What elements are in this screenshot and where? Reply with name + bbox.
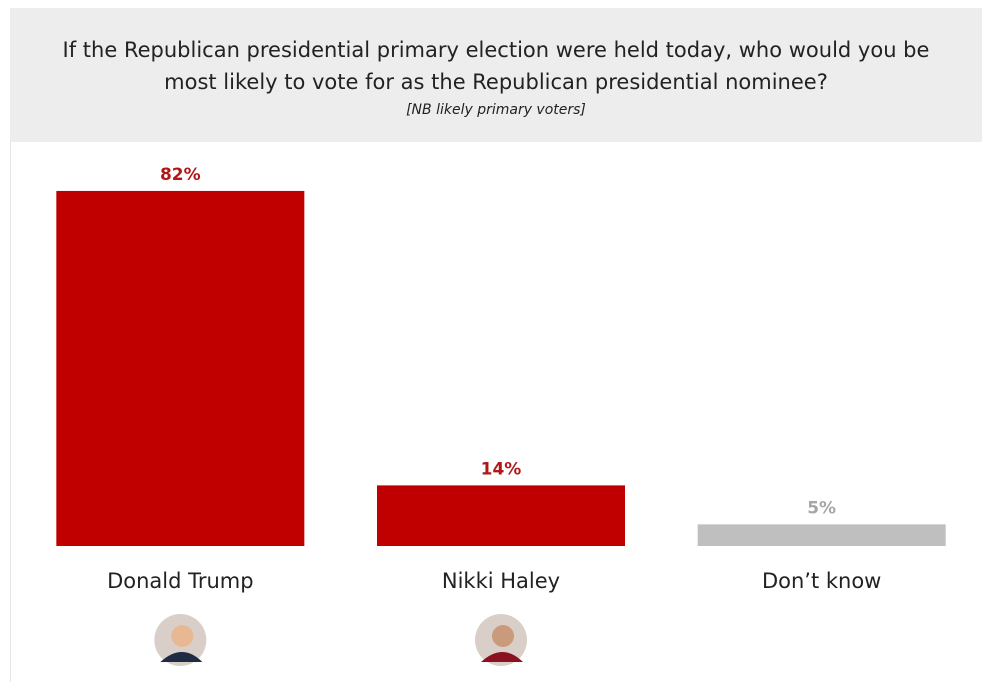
bar bbox=[56, 190, 305, 546]
x-tick-label: Nikki Haley bbox=[442, 569, 560, 593]
header: If the Republican presidential primary e… bbox=[10, 8, 982, 142]
value-label: 82% bbox=[160, 165, 201, 185]
candidate-body bbox=[481, 652, 523, 662]
candidate-body bbox=[160, 652, 203, 662]
chart-subtitle: [NB likely primary voters] bbox=[406, 102, 586, 118]
bar bbox=[377, 485, 625, 546]
x-tick-label: Don’t know bbox=[762, 569, 881, 593]
bar bbox=[697, 524, 946, 546]
chart-title: If the Republican presidential primary e… bbox=[62, 38, 930, 94]
x-tick-label: Donald Trump bbox=[107, 569, 254, 593]
frame-rule bbox=[10, 142, 11, 682]
value-label: 5% bbox=[807, 498, 836, 518]
value-label: 14% bbox=[481, 459, 522, 479]
candidate-face bbox=[492, 625, 514, 647]
candidate-face bbox=[171, 625, 194, 647]
